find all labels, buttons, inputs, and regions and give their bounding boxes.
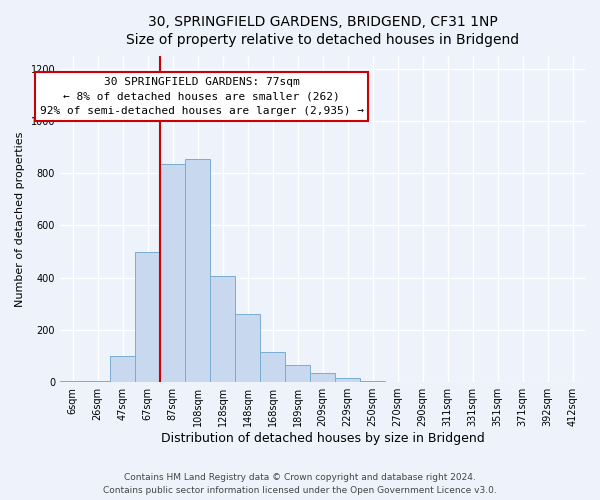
Bar [360, 381, 385, 382]
Bar [60, 381, 85, 382]
Bar [210, 276, 235, 382]
Text: Contains HM Land Registry data © Crown copyright and database right 2024.
Contai: Contains HM Land Registry data © Crown c… [103, 474, 497, 495]
Bar [335, 378, 360, 382]
Bar [285, 365, 310, 382]
Bar [160, 164, 185, 382]
Bar [260, 352, 285, 382]
Bar [185, 158, 210, 382]
Bar [235, 314, 260, 382]
Bar [135, 252, 160, 382]
Text: 30 SPRINGFIELD GARDENS: 77sqm
← 8% of detached houses are smaller (262)
92% of s: 30 SPRINGFIELD GARDENS: 77sqm ← 8% of de… [40, 76, 364, 116]
Bar [85, 381, 110, 382]
Title: 30, SPRINGFIELD GARDENS, BRIDGEND, CF31 1NP
Size of property relative to detache: 30, SPRINGFIELD GARDENS, BRIDGEND, CF31 … [126, 15, 519, 48]
X-axis label: Distribution of detached houses by size in Bridgend: Distribution of detached houses by size … [161, 432, 484, 445]
Bar [310, 373, 335, 382]
Y-axis label: Number of detached properties: Number of detached properties [15, 131, 25, 306]
Bar [110, 356, 135, 382]
